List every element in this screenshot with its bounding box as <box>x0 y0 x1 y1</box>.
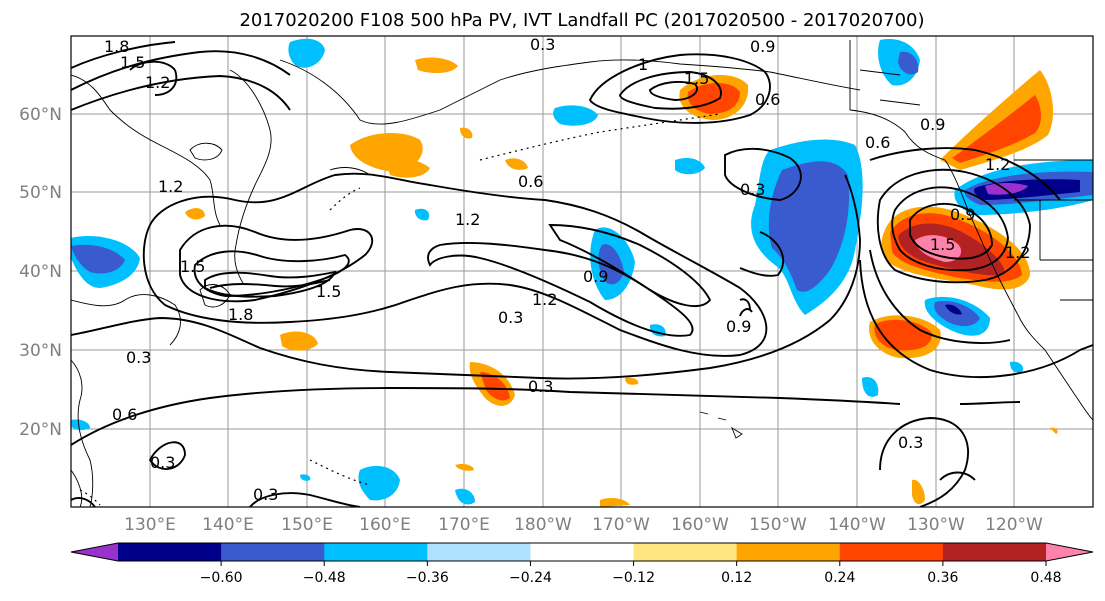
colorbar-cell <box>530 543 635 561</box>
colorbar-right-extension <box>1046 543 1093 561</box>
ivt-shading <box>71 38 1093 507</box>
colorbar-cell <box>324 543 428 561</box>
contour-label: 1.8 <box>104 37 129 56</box>
lon-label: 180°W <box>514 515 572 535</box>
colorbar-cell <box>839 543 944 561</box>
contour-label: 0.3 <box>150 453 175 472</box>
lon-label: 160°W <box>671 515 729 535</box>
lat-label: 40°N <box>19 262 62 282</box>
contour-label: 1 <box>638 55 648 74</box>
contour-label: 1.2 <box>158 177 183 196</box>
colorbar-cell <box>736 543 841 561</box>
lon-label: 130°W <box>907 515 965 535</box>
colorbar-tick-label: −0.48 <box>303 570 346 586</box>
lon-label: 140°E <box>202 515 254 535</box>
lon-label: 130°E <box>124 515 176 535</box>
contour-label: 0.6 <box>112 405 137 424</box>
contour-label: 0.9 <box>583 267 608 286</box>
lon-label: 160°E <box>359 515 411 535</box>
pv-contours <box>71 41 1093 507</box>
contour-label: 0.3 <box>126 348 151 367</box>
contour-label: 0.9 <box>750 37 775 56</box>
lon-label: 170°E <box>438 515 490 535</box>
contour-label: 1.2 <box>1005 243 1030 262</box>
colorbar-tick-label: 0.24 <box>824 570 855 586</box>
contour-label: 0.3 <box>498 308 523 327</box>
contour-label: 1.2 <box>145 73 170 92</box>
lat-label: 50°N <box>19 183 62 203</box>
colorbar-tick-label: −0.36 <box>406 570 449 586</box>
lon-label: 150°W <box>749 515 807 535</box>
colorbar-cell <box>942 543 1047 561</box>
lon-label: 170°W <box>592 515 650 535</box>
contour-label: 1.8 <box>228 305 253 324</box>
lat-label: 30°N <box>19 341 62 361</box>
contour-label: 0.3 <box>253 485 278 504</box>
contour-label: 0.9 <box>950 205 975 224</box>
contour-label: 0.9 <box>920 115 945 134</box>
colorbar-tick-label: 0.36 <box>927 570 958 586</box>
colorbar-cell <box>118 543 222 561</box>
contour-label: 1.5 <box>316 282 341 301</box>
map-panel: 1.8 1.5 1.2 0.3 1 1.5 0.9 0.6 0.6 0.9 1.… <box>19 35 1094 535</box>
lon-label: 120°W <box>985 515 1043 535</box>
colorbar-ticks: −0.60 −0.48 −0.36 −0.24 −0.12 0.12 0.24 0.36 0.4… <box>200 561 1062 586</box>
contour-label: 0.3 <box>740 180 765 199</box>
longitude-labels: 130°E 140°E 150°E 160°E 170°E 180°W 170°… <box>124 515 1043 535</box>
contour-label: 0.6 <box>865 133 890 152</box>
contour-label: 0.6 <box>518 172 543 191</box>
contour-label: 1.5 <box>120 53 145 72</box>
contour-label: 0.3 <box>898 433 923 452</box>
colorbar-cell <box>633 543 738 561</box>
lon-label: 150°E <box>281 515 333 535</box>
colorbar-tick-label: −0.12 <box>612 570 655 586</box>
coastlines <box>71 40 1093 507</box>
colorbar-cells <box>118 543 1047 561</box>
colorbar-left-extension <box>71 543 118 561</box>
colorbar-cell <box>221 543 325 561</box>
contour-label: 1.2 <box>985 155 1010 174</box>
colorbar-outline <box>70 542 1094 562</box>
contour-label: 0.3 <box>530 35 555 54</box>
lon-label: 140°W <box>828 515 886 535</box>
colorbar-tick-label: −0.24 <box>509 570 552 586</box>
lat-label: 20°N <box>19 420 62 440</box>
contour-labels: 1.8 1.5 1.2 0.3 1 1.5 0.9 0.6 0.6 0.9 1.… <box>104 35 1030 504</box>
colorbar-cell <box>427 543 531 561</box>
colorbar-tick-label: 0.12 <box>721 570 752 586</box>
lat-label: 60°N <box>19 105 62 125</box>
colorbar-tick-label: −0.60 <box>200 570 243 586</box>
latitude-labels: 60°N 50°N 40°N 30°N 20°N <box>19 105 62 440</box>
contour-label: 1.5 <box>930 235 955 254</box>
contour-label: 1.5 <box>684 69 709 88</box>
contour-label: 0.9 <box>726 317 751 336</box>
map-frame <box>70 35 1094 508</box>
contour-label: 0.6 <box>755 90 780 109</box>
contour-label: 0.3 <box>528 377 553 396</box>
contour-label: 1.2 <box>455 210 480 229</box>
contour-label: 1.5 <box>180 257 205 276</box>
contour-label: 1.2 <box>532 290 557 309</box>
colorbar-tick-label: 0.48 <box>1030 570 1061 586</box>
figure-title: 2017020200 F108 500 hPa PV, IVT Landfall… <box>239 10 924 31</box>
dashed-lines <box>79 113 721 506</box>
colorbar: −0.60 −0.48 −0.36 −0.24 −0.12 0.12 0.24 0.36 0.4… <box>70 542 1094 586</box>
